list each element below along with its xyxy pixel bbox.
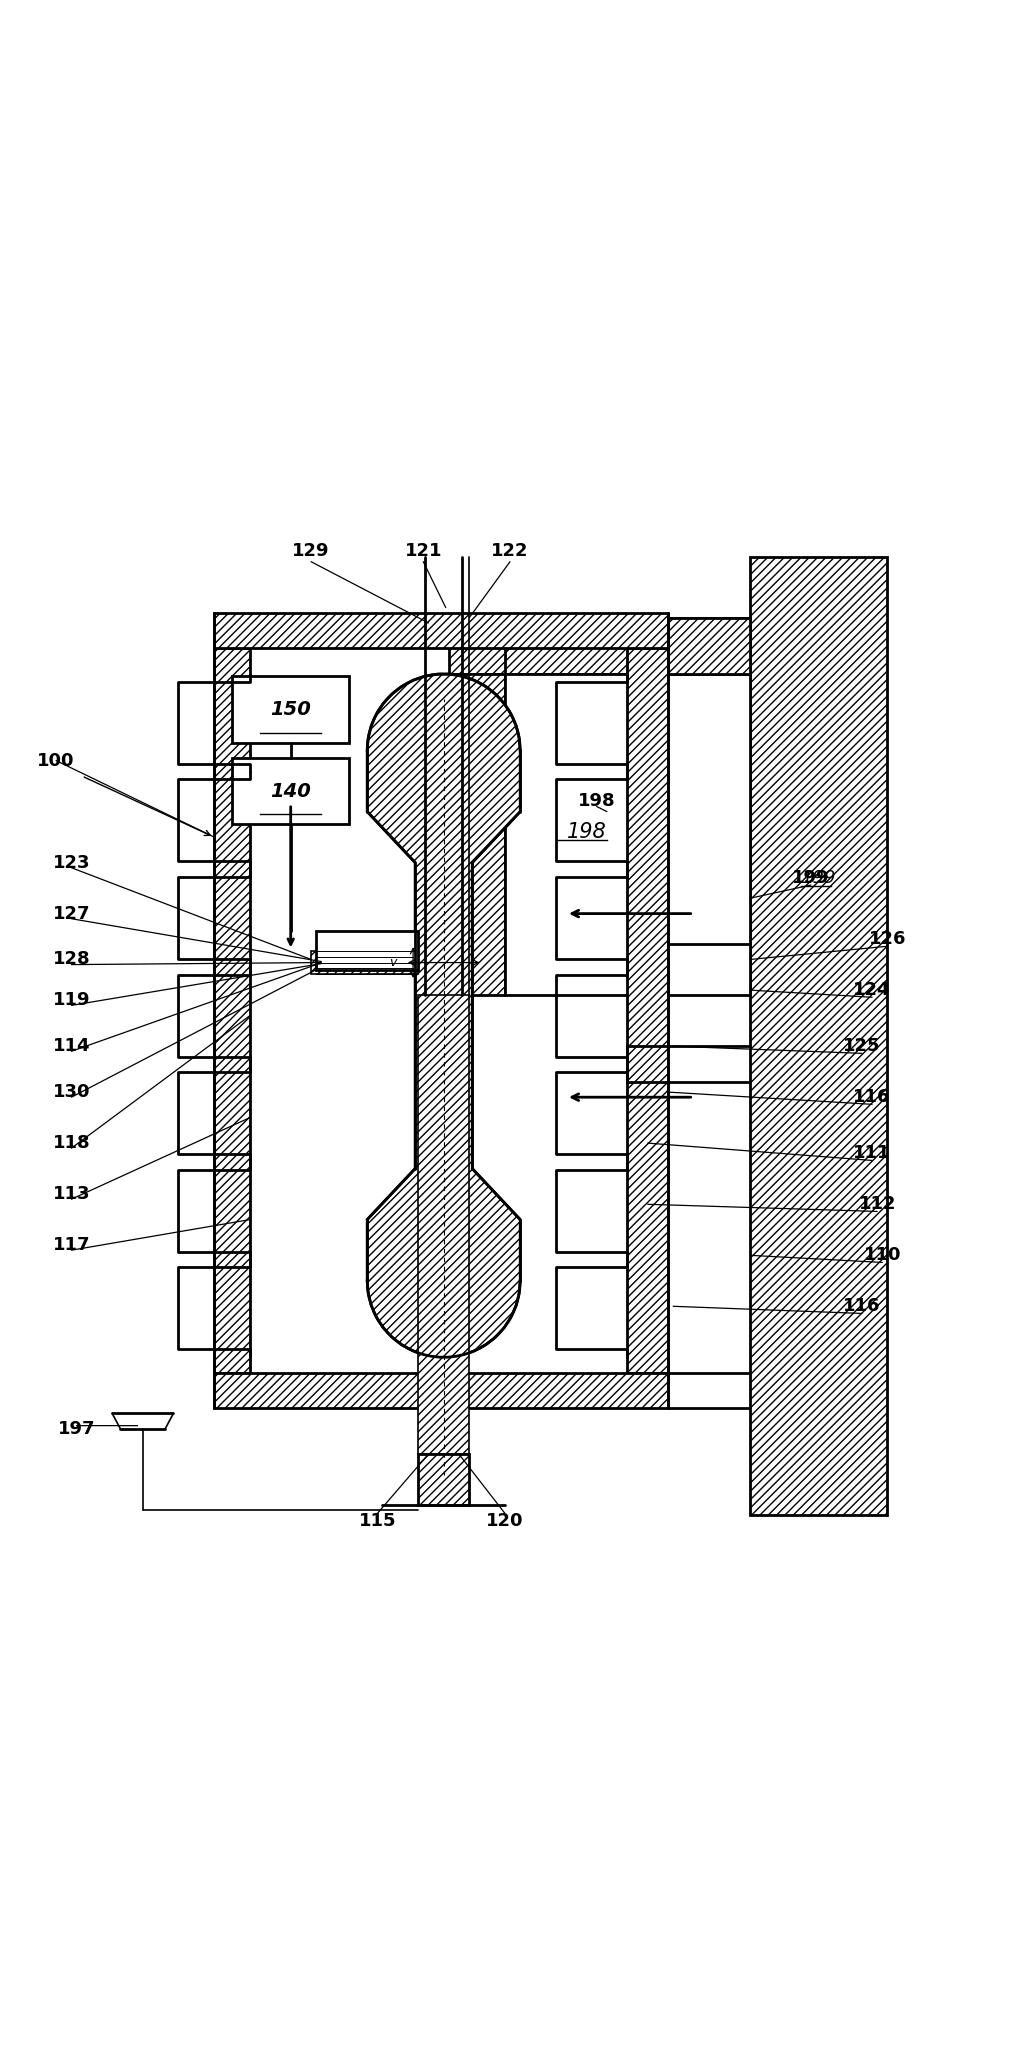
Text: 199: 199 <box>800 868 835 887</box>
Text: 116: 116 <box>853 1088 890 1106</box>
Text: 113: 113 <box>53 1185 90 1204</box>
Text: 199: 199 <box>792 868 828 887</box>
Text: 140: 140 <box>270 781 311 800</box>
Text: 123: 123 <box>53 854 90 872</box>
Bar <box>667 617 749 673</box>
Text: 127: 127 <box>53 905 90 922</box>
Text: 116: 116 <box>843 1297 879 1316</box>
Text: 119: 119 <box>53 990 90 1009</box>
Text: 124: 124 <box>853 982 890 999</box>
Bar <box>311 951 418 974</box>
Polygon shape <box>367 673 520 1357</box>
Bar <box>214 613 667 649</box>
Bar <box>448 673 504 995</box>
Text: v: v <box>388 955 396 970</box>
Text: 130: 130 <box>53 1084 90 1100</box>
Bar <box>448 617 749 673</box>
Bar <box>418 995 469 1455</box>
Text: 118: 118 <box>53 1133 90 1152</box>
Bar <box>504 673 749 995</box>
Bar <box>232 675 348 742</box>
Text: 122: 122 <box>491 543 528 562</box>
Bar <box>627 649 667 1372</box>
Text: 125: 125 <box>843 1038 879 1055</box>
Bar <box>214 649 250 1372</box>
Bar <box>749 557 887 1515</box>
Text: 111: 111 <box>853 1144 890 1162</box>
Text: 128: 128 <box>53 951 90 968</box>
Bar <box>504 617 749 673</box>
Text: 120: 120 <box>486 1510 523 1529</box>
Bar <box>232 758 348 825</box>
Bar <box>214 1372 667 1409</box>
Text: 198: 198 <box>578 792 614 810</box>
Text: 110: 110 <box>863 1245 900 1264</box>
Text: 121: 121 <box>405 543 441 562</box>
Text: 114: 114 <box>53 1038 90 1055</box>
Text: 100: 100 <box>38 752 74 769</box>
Text: 112: 112 <box>858 1196 895 1214</box>
Text: 197: 197 <box>58 1419 95 1438</box>
Text: 115: 115 <box>359 1510 395 1529</box>
Bar <box>418 1455 469 1504</box>
Bar <box>316 930 418 970</box>
Text: 129: 129 <box>292 543 329 562</box>
Text: 198: 198 <box>567 823 605 841</box>
Text: 126: 126 <box>868 930 905 949</box>
Text: 117: 117 <box>53 1237 90 1254</box>
Text: 150: 150 <box>270 700 311 719</box>
